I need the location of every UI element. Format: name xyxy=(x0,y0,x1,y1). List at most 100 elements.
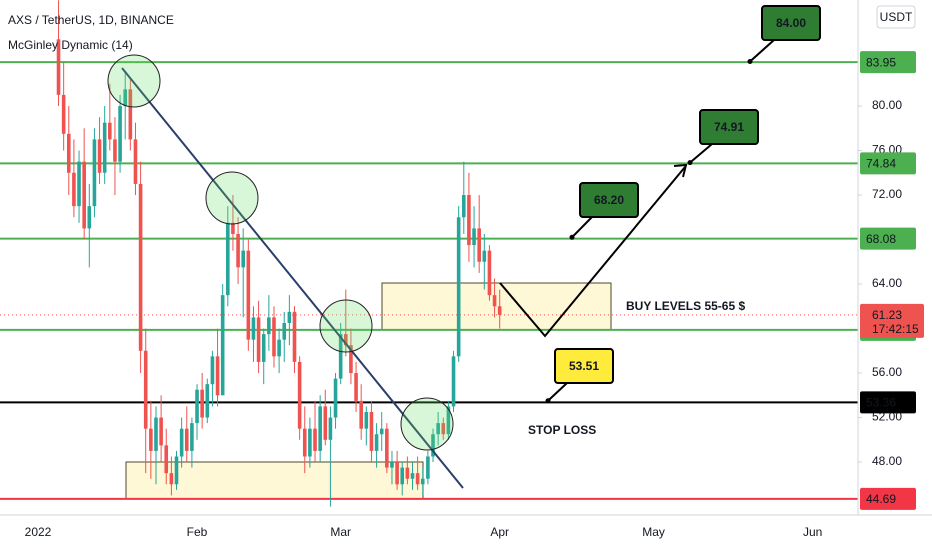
level-tag-label: 44.69 xyxy=(866,492,896,506)
callout-label: 74.91 xyxy=(714,120,744,134)
candle-body xyxy=(344,334,348,346)
candle-body xyxy=(261,334,266,362)
callout-label: 68.20 xyxy=(594,193,624,207)
candle-body xyxy=(66,133,71,173)
candle-body xyxy=(400,467,405,485)
candle-body xyxy=(441,423,446,435)
candle-body xyxy=(241,250,245,268)
level-tag xyxy=(860,391,916,414)
candle-body xyxy=(477,228,481,262)
candle-body xyxy=(195,389,199,424)
candle-body xyxy=(487,250,492,296)
candle-body xyxy=(415,473,420,485)
candle-body xyxy=(385,428,389,468)
candle-body xyxy=(446,406,451,435)
x-tick-label: Jun xyxy=(803,525,822,539)
candle-body xyxy=(256,317,261,362)
callout-pointer xyxy=(571,216,593,239)
candle-body xyxy=(287,311,292,323)
candle-body xyxy=(482,250,487,262)
candle-body xyxy=(236,233,240,268)
candle-body xyxy=(164,445,169,474)
callout-pointer xyxy=(547,382,568,402)
projection-path xyxy=(499,166,686,338)
candle-body xyxy=(56,39,61,95)
candle-body xyxy=(395,462,399,485)
candle-body xyxy=(467,195,471,246)
candle-body xyxy=(390,462,394,468)
y-tick-label: 64.00 xyxy=(872,276,902,290)
candle-body xyxy=(277,339,281,357)
last-price-label: 61.23 xyxy=(872,308,902,322)
currency-box[interactable] xyxy=(876,5,916,29)
currency-label[interactable]: USDT xyxy=(880,10,913,24)
candle-body xyxy=(169,473,174,485)
candle-body xyxy=(492,295,497,307)
stop-loss-annotation: STOP LOSS xyxy=(528,423,596,437)
touch-circle xyxy=(319,299,373,353)
callout-pointer xyxy=(689,143,713,164)
x-tick-label: May xyxy=(642,525,665,539)
candle-body xyxy=(128,89,133,140)
candle-body xyxy=(318,406,322,451)
level-tag xyxy=(860,487,916,510)
candle-body xyxy=(302,428,307,457)
callout-box xyxy=(554,348,614,384)
candle-body xyxy=(461,195,466,218)
candle-body xyxy=(451,356,456,407)
level-tag xyxy=(860,227,916,250)
candle-body xyxy=(313,428,317,451)
x-tick-label: Feb xyxy=(187,525,208,539)
y-tick-label: 80.00 xyxy=(872,98,902,112)
candle-body xyxy=(405,467,410,479)
touch-circle xyxy=(400,397,454,451)
candle-body xyxy=(226,222,230,296)
callout-pointer xyxy=(749,39,775,63)
indicator-label: McGinley Dynamic (14) xyxy=(8,38,133,52)
buy-zone xyxy=(381,282,612,331)
y-tick-label: 72.00 xyxy=(872,187,902,201)
candle-body xyxy=(184,428,189,451)
candle-body xyxy=(77,161,81,207)
touch-circle xyxy=(107,54,161,108)
trend-line xyxy=(121,67,464,489)
candle-body xyxy=(251,317,256,340)
callout-label: 53.51 xyxy=(569,359,599,373)
candle-body xyxy=(349,345,353,374)
candle-body xyxy=(210,356,215,385)
callout-anchor xyxy=(747,59,753,65)
candle-body xyxy=(359,400,363,429)
candle-body xyxy=(118,106,122,162)
candle-body xyxy=(138,183,143,351)
candle-body xyxy=(282,322,287,340)
candle-body xyxy=(102,122,107,173)
candle-body xyxy=(97,139,102,173)
candle-body xyxy=(92,139,97,207)
candle-body xyxy=(436,423,440,435)
x-tick-label: 2022 xyxy=(25,525,52,539)
candle-body xyxy=(323,406,328,440)
candle-body xyxy=(354,373,358,401)
x-tick-label: Apr xyxy=(490,525,509,539)
plot xyxy=(56,0,502,507)
candle-body xyxy=(410,473,415,479)
candle-body xyxy=(215,356,220,396)
callout-box xyxy=(579,182,639,218)
callout-label: 84.00 xyxy=(776,16,806,30)
level-tag-label: 83.95 xyxy=(866,55,896,69)
countdown-label: 17:42:15 xyxy=(872,322,919,336)
candle-body xyxy=(149,428,153,451)
callout-box xyxy=(761,5,821,41)
last-price-tag xyxy=(860,303,924,338)
candle-body xyxy=(338,334,343,379)
x-tick-label: Mar xyxy=(330,525,351,539)
candle-body xyxy=(108,122,112,140)
candle-body xyxy=(426,456,430,479)
candle-body xyxy=(456,217,461,357)
candle-body xyxy=(72,172,76,207)
candle-body xyxy=(113,139,117,162)
y-tick-label: 48.00 xyxy=(872,454,902,468)
chart-title: AXS / TetherUS, 1D, BINANCE xyxy=(8,13,174,27)
